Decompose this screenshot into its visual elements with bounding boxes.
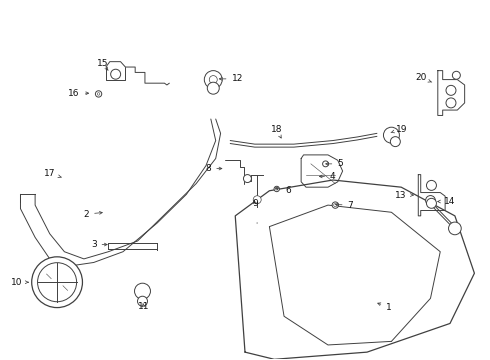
Circle shape (322, 161, 328, 167)
Text: 12: 12 (220, 75, 243, 84)
Text: 14: 14 (438, 197, 456, 206)
Circle shape (446, 98, 456, 108)
Text: 7: 7 (336, 201, 353, 210)
Circle shape (111, 69, 121, 79)
Text: 5: 5 (326, 159, 343, 168)
Text: 18: 18 (271, 125, 282, 138)
Text: 8: 8 (205, 164, 222, 173)
Text: 16: 16 (69, 89, 89, 98)
Text: 1: 1 (378, 303, 392, 312)
Circle shape (204, 71, 222, 89)
Circle shape (138, 296, 147, 306)
Circle shape (253, 196, 261, 204)
Circle shape (426, 195, 435, 205)
Circle shape (135, 283, 150, 299)
Circle shape (207, 82, 219, 94)
Circle shape (391, 137, 400, 147)
Circle shape (384, 127, 399, 143)
Text: 2: 2 (84, 210, 102, 219)
Text: 20: 20 (415, 73, 432, 82)
Circle shape (276, 188, 278, 190)
Text: 9: 9 (252, 199, 258, 208)
Circle shape (274, 186, 279, 192)
Text: 17: 17 (44, 169, 61, 178)
Text: 15: 15 (97, 59, 108, 71)
Circle shape (332, 202, 339, 208)
Text: 10: 10 (11, 278, 28, 287)
Text: 11: 11 (138, 302, 149, 311)
Text: 6: 6 (275, 186, 291, 195)
Text: 19: 19 (391, 125, 408, 134)
Ellipse shape (32, 257, 82, 307)
Text: 4: 4 (319, 172, 336, 181)
Circle shape (334, 203, 337, 207)
Circle shape (96, 91, 102, 97)
Circle shape (446, 85, 456, 95)
Circle shape (244, 175, 251, 183)
Circle shape (209, 76, 217, 84)
Circle shape (426, 198, 437, 208)
Text: 13: 13 (395, 190, 413, 199)
Circle shape (98, 93, 100, 95)
Circle shape (448, 222, 461, 235)
Text: 3: 3 (91, 240, 107, 249)
Circle shape (452, 71, 460, 79)
Circle shape (426, 180, 437, 190)
